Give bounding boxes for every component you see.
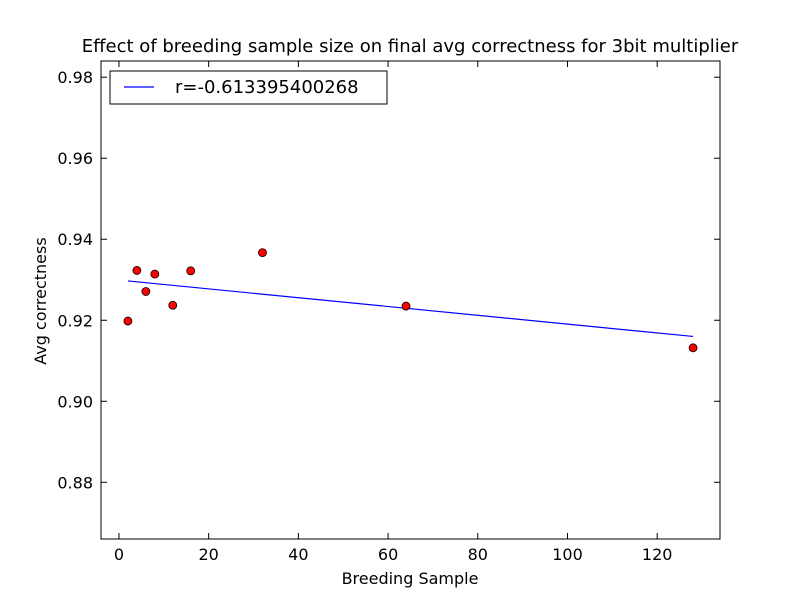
x-tick-label: 80 [468,545,488,564]
data-point [186,266,196,276]
y-tick-label: 0.94 [57,230,93,249]
legend-box [109,70,388,105]
x-tick-label: 40 [288,545,308,564]
data-point [150,269,160,279]
x-tick-label: 120 [642,545,673,564]
data-point [688,343,698,353]
y-axis-label: Avg correctness [31,237,50,364]
y-tick-label: 0.98 [57,68,93,87]
y-tick-label: 0.92 [57,311,93,330]
y-tick-label: 0.96 [57,149,93,168]
y-tick-label: 0.88 [57,473,93,492]
data-point [123,316,133,326]
data-point [141,287,151,296]
chart-title: Effect of breeding sample size on final … [82,36,739,57]
fit-line [127,280,694,338]
x-tick-label: 20 [198,545,218,564]
x-tick-label: 100 [552,545,583,564]
x-tick-label: 0 [114,545,124,564]
data-point [168,300,178,310]
plot-area: 0 20 40 60 80 100 120 0.88 0.90 0.92 0.94 0.96 0.98 r… [57,60,721,564]
plot-frame [100,60,721,540]
x-axis-label: Breeding Sample [342,569,479,588]
data-point [401,301,411,311]
x-tick-label: 60 [378,545,398,564]
data-point [258,248,267,258]
data-point [132,266,142,275]
legend-label: r=-0.613395400268 [175,77,359,98]
y-tick-label: 0.90 [57,392,93,411]
